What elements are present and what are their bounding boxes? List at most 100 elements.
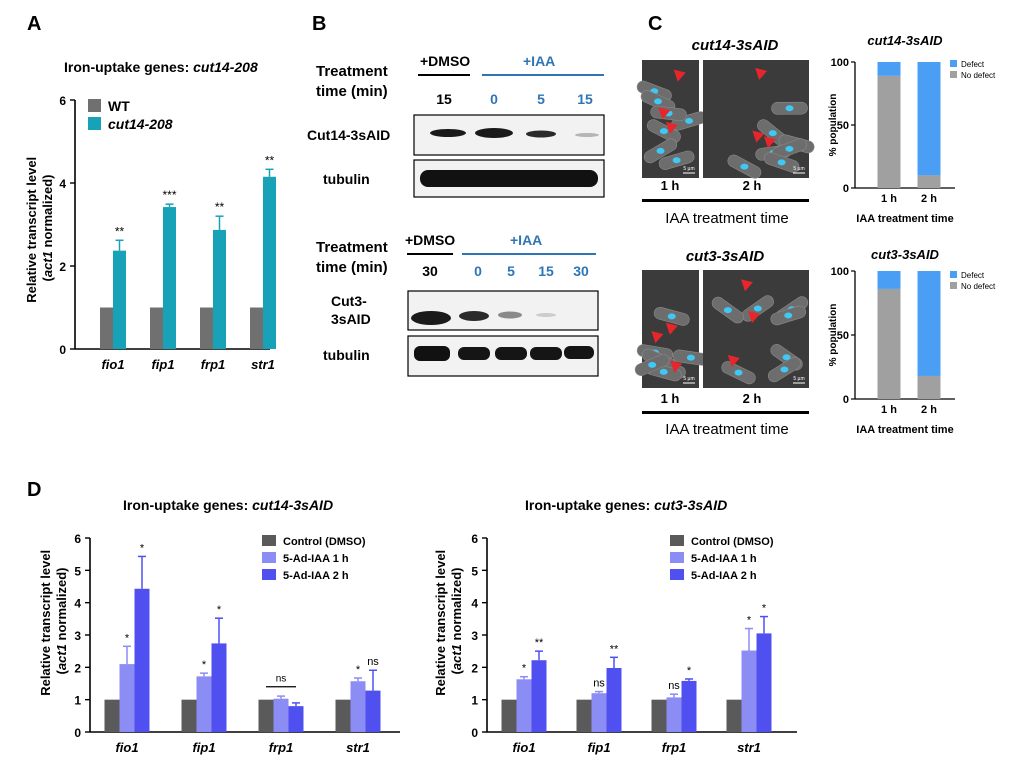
- legend-label-nodefect-bottom: No defect: [961, 282, 996, 291]
- nucleus: [785, 145, 794, 152]
- panel-b-dmso-bottom: +DMSO: [405, 232, 455, 248]
- panel-d-right-ylabel: Relative transcript level (act1 normaliz…: [433, 546, 464, 696]
- x-tick-label: 1 h: [881, 404, 897, 416]
- panel-label-c: C: [648, 13, 662, 35]
- arrowhead-marker: [658, 107, 671, 120]
- stacked-bar-segment: [877, 75, 901, 188]
- panel-c-top-bar-title: cut14-3sAID: [867, 33, 943, 48]
- panel-a-title-prefix: Iron-uptake genes:: [64, 59, 193, 75]
- bar: [258, 699, 274, 732]
- panel-a-ylabel-line1: Relative transcript level: [24, 157, 39, 303]
- panel-d-right-title: Iron-uptake genes: cut3-3sAID: [525, 497, 727, 513]
- legend-swatch-1h-left: [262, 552, 276, 563]
- panel-a-ylabel: Relative transcript level (act1 normaliz…: [24, 153, 55, 303]
- panel-b-treatment-label-bottom-1: Treatment: [316, 239, 388, 256]
- scale-bar-label: 5 µm: [683, 166, 694, 172]
- panel-a-ylabel-line2: (act1 normalized): [40, 175, 55, 282]
- y-tick-label: 5: [471, 564, 478, 578]
- nucleus: [648, 361, 657, 368]
- significance-label: **: [610, 643, 619, 655]
- x-tick-label: fip1: [192, 740, 215, 755]
- chart-c-bottom: 0 50 100 1 h 2 h: [831, 266, 955, 416]
- panel-c: C cut14-3sAID 5 µm 5 µm 1 h 2 h IAA treat…: [634, 13, 996, 438]
- bar: [288, 706, 304, 732]
- legend-swatch-nodefect-bottom: [950, 282, 957, 289]
- panel-b-treatment-label-top-2: time (min): [316, 83, 388, 100]
- y-tick-label: 2: [471, 661, 478, 675]
- panel-d-left-title: Iron-uptake genes: cut14-3sAID: [123, 497, 333, 513]
- panel-a-title-strain: cut14-208: [193, 59, 258, 75]
- bar: [250, 307, 263, 349]
- bar: [119, 664, 135, 732]
- arrowhead-marker: [673, 69, 686, 82]
- legend-label-control-right: Control (DMSO): [691, 536, 774, 548]
- band-tubulin-top: [420, 170, 598, 187]
- significance-label: **: [535, 637, 544, 649]
- panel-b-time-top-dmso: 15: [436, 91, 452, 107]
- bar: [756, 633, 772, 732]
- panel-c-bottom-title: cut3-3sAID: [686, 248, 765, 265]
- bar: [606, 667, 622, 732]
- band-tubulin-bottom-2: [458, 347, 490, 360]
- legend-label-control-left: Control (DMSO): [283, 536, 366, 548]
- micrograph-image: [703, 60, 809, 178]
- panel-b-time-top-15: 15: [577, 91, 593, 107]
- panel-c-top-1h: 1 h: [661, 178, 680, 193]
- legend-label-defect-bottom: Defect: [961, 271, 985, 280]
- nucleus: [686, 354, 695, 361]
- arrowhead-marker: [752, 130, 765, 143]
- band-cut3-4: [536, 313, 556, 317]
- nucleus: [685, 117, 694, 124]
- panel-c-top-legend: Defect No defect: [950, 60, 996, 80]
- panel-b-iaa-top: +IAA: [523, 53, 555, 69]
- x-tick-label: fio1: [101, 357, 124, 372]
- panel-b-blot-label-tubulin-top: tubulin: [323, 171, 370, 187]
- x-tick-label: str1: [346, 740, 370, 755]
- legend-label-1h-right: 5-Ad-IAA 1 h: [691, 553, 757, 565]
- legend-swatch-defect-top: [950, 60, 957, 67]
- panel-c-top-time-bar: [642, 199, 809, 202]
- legend-swatch-2h-left: [262, 569, 276, 580]
- legend-swatch-defect-bottom: [950, 271, 957, 278]
- chart-c-top: 0 50 100 1 h 2 h: [831, 57, 955, 205]
- y-tick-label: 0: [471, 726, 478, 740]
- legend-label-2h-left: 5-Ad-IAA 2 h: [283, 570, 349, 582]
- nucleus: [782, 354, 791, 361]
- y-tick-label: 100: [831, 57, 849, 69]
- y-tick-label: 3: [471, 629, 478, 643]
- arrowhead-marker: [763, 136, 776, 149]
- panel-d-right-title-strain: cut3-3sAID: [654, 497, 727, 513]
- micrograph-group-bottom: 5 µm 5 µm: [634, 270, 809, 388]
- panel-d-right-ylabel-line1: Relative transcript level: [433, 550, 448, 696]
- y-tick-label: 2: [74, 661, 81, 675]
- panel-a-legend: WT cut14-208: [88, 98, 173, 132]
- x-tick-label: 2 h: [921, 404, 937, 416]
- y-tick-label: 6: [471, 532, 478, 546]
- significance-label: *: [217, 604, 222, 616]
- y-tick-label: 6: [74, 532, 81, 546]
- y-tick-label: 4: [74, 597, 81, 611]
- bar: [576, 699, 592, 732]
- bar: [200, 307, 213, 349]
- y-tick-label: 3: [74, 629, 81, 643]
- panel-c-bottom-time-label: IAA treatment time: [665, 421, 788, 438]
- panel-c-top-bar-xlabel: IAA treatment time: [856, 213, 953, 225]
- legend-label-1h-left: 5-Ad-IAA 1 h: [283, 553, 349, 565]
- scale-bar-label: 5 µm: [793, 166, 804, 172]
- panel-c-bottom-bar-ylabel: % population: [828, 304, 839, 367]
- legend-label-wt: WT: [108, 98, 130, 114]
- panel-c-bottom-2h: 2 h: [743, 391, 762, 406]
- legend-swatch-2h-right: [670, 569, 684, 580]
- panel-b-dmso-top: +DMSO: [420, 53, 470, 69]
- panel-b: B Treatment time (min) +DMSO +IAA 15 0 5…: [307, 13, 605, 377]
- legend-label-mutant: cut14-208: [108, 116, 173, 132]
- significance-label: *: [747, 615, 752, 627]
- panel-b-blot-label-cut14: Cut14-3sAID: [307, 127, 390, 143]
- bar: [531, 660, 547, 732]
- x-tick-label: frp1: [269, 740, 294, 755]
- panel-b-treatment-label-top-1: Treatment: [316, 63, 388, 80]
- nucleus: [768, 130, 777, 137]
- y-tick-label: 0: [843, 183, 849, 195]
- panel-c-top-bar-ylabel: % population: [828, 94, 839, 157]
- panel-b-time-top-0: 0: [490, 91, 498, 107]
